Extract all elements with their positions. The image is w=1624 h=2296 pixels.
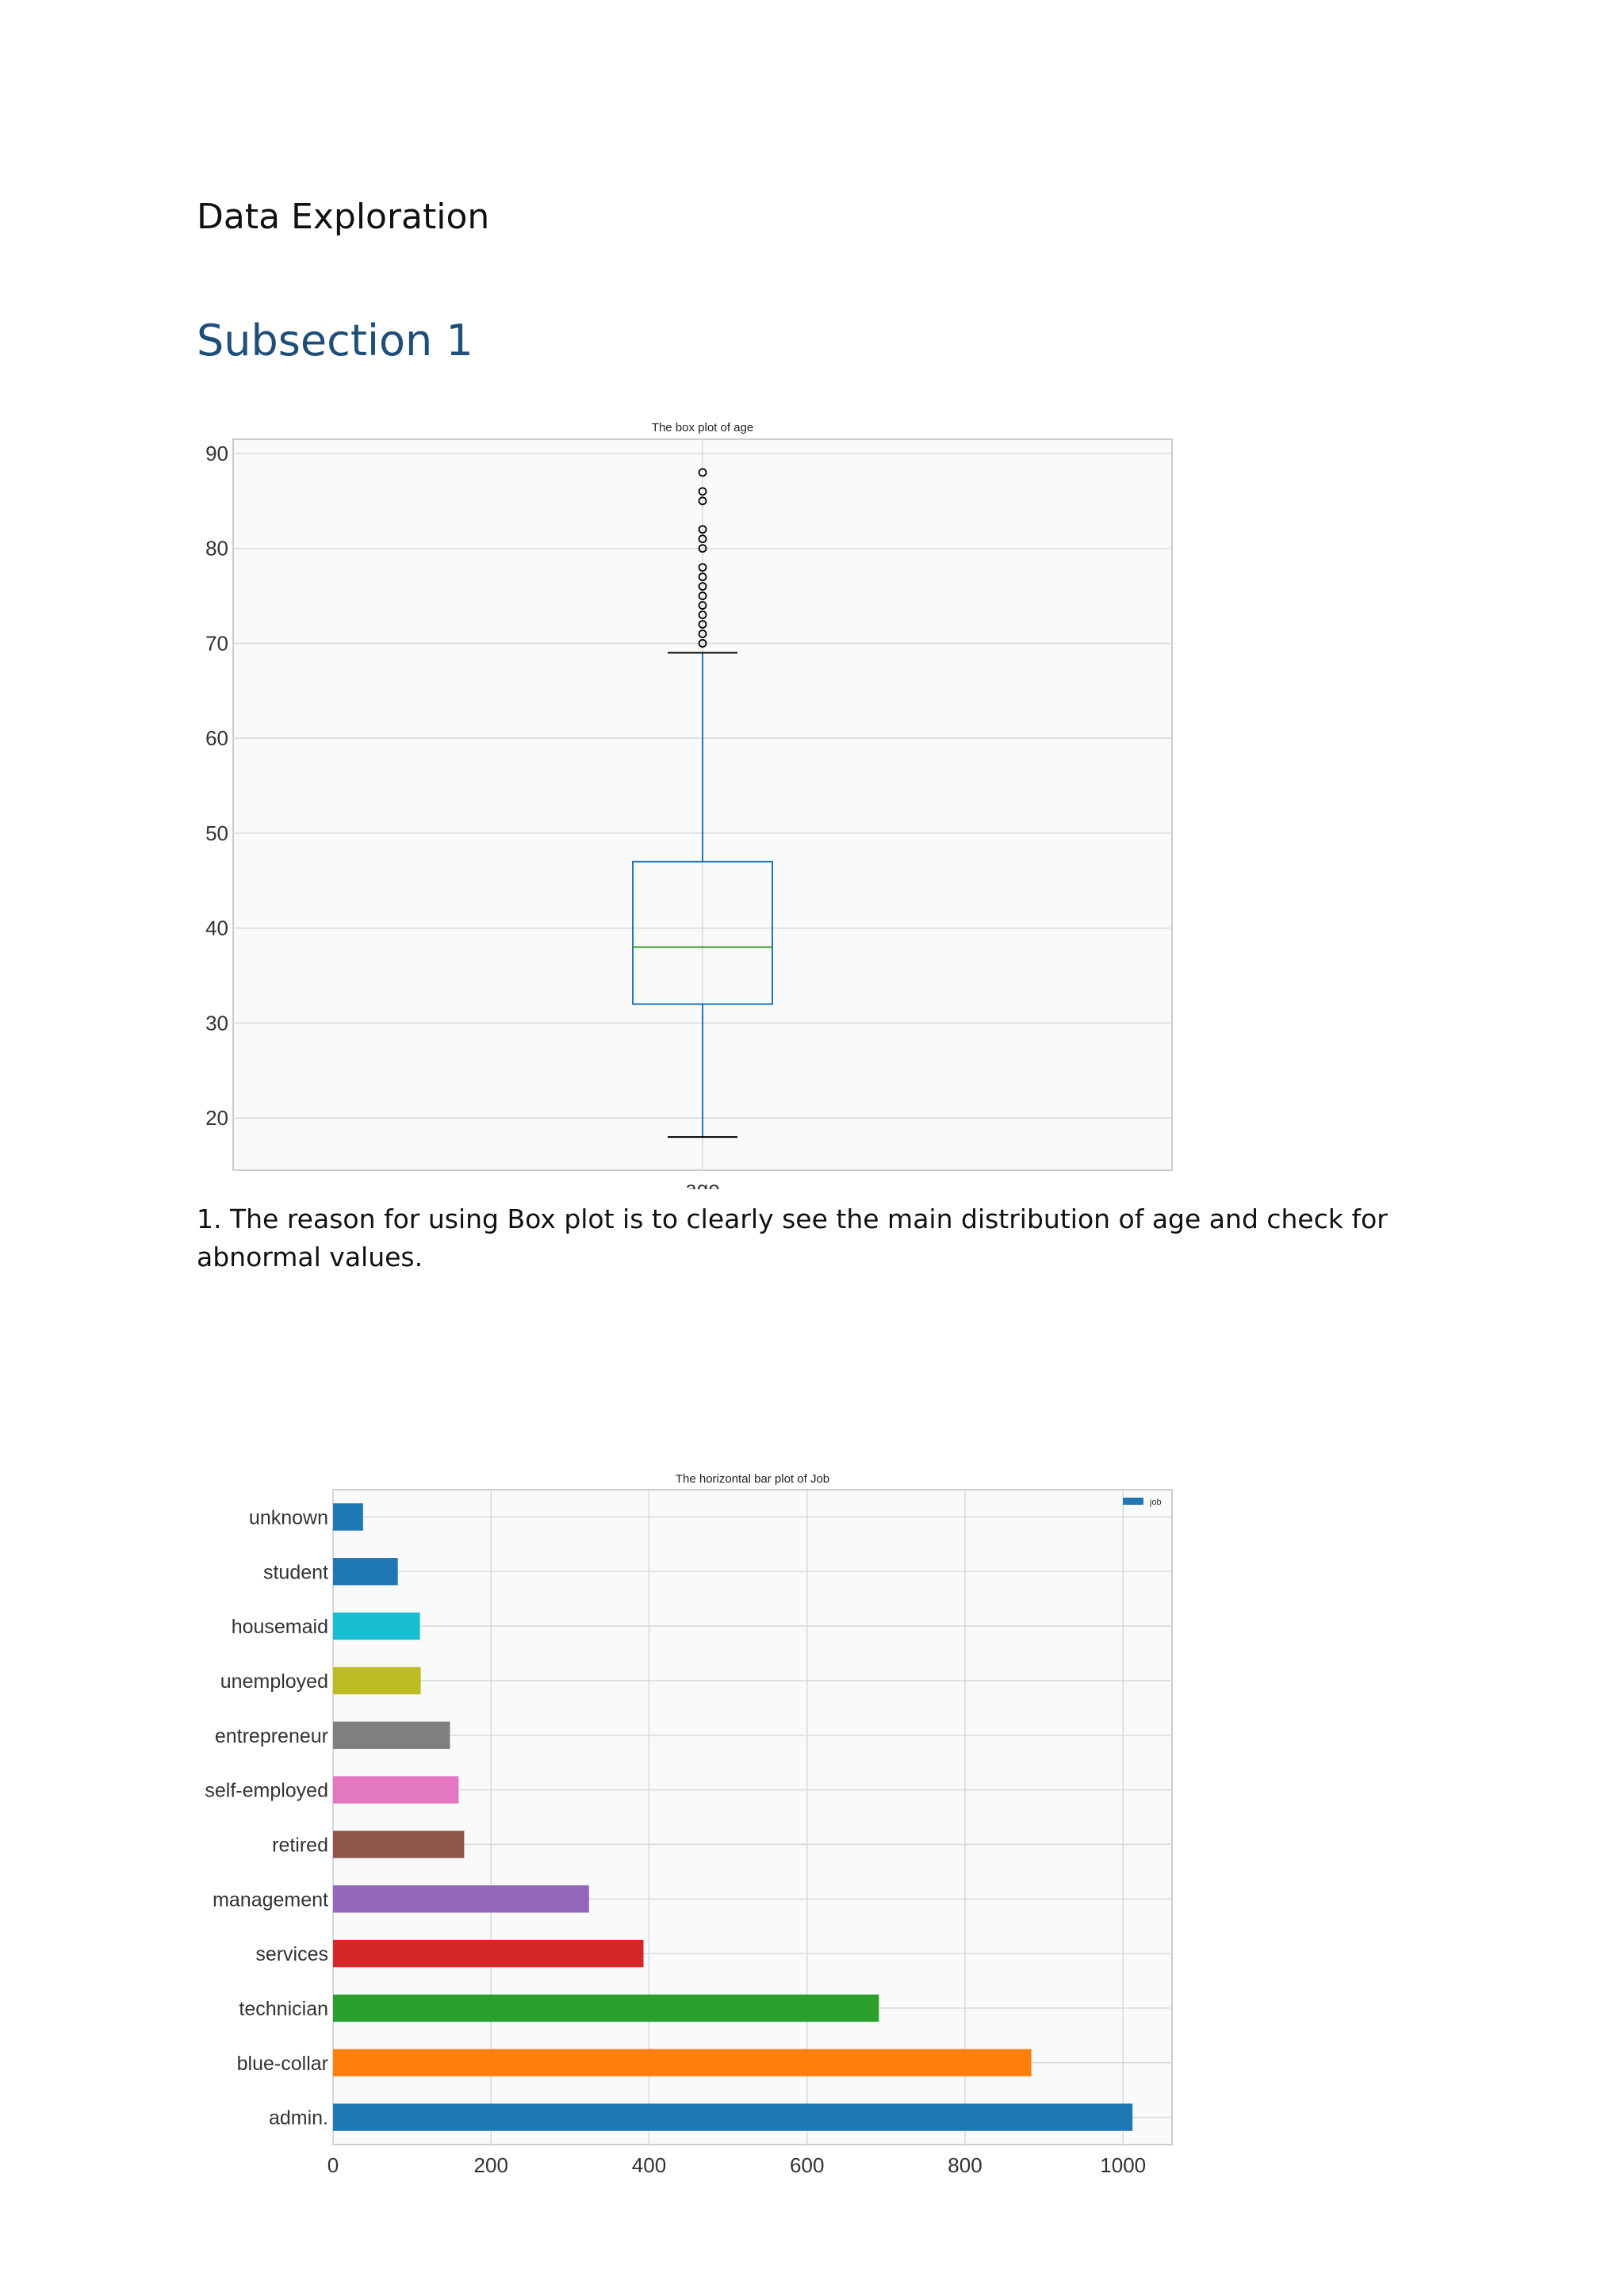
y-tick-label: 90 bbox=[205, 442, 228, 465]
y-tick-label: 80 bbox=[205, 537, 228, 561]
x-tick-label: 200 bbox=[474, 2153, 508, 2177]
outlier-point bbox=[698, 620, 707, 629]
outlier-point bbox=[698, 582, 707, 591]
legend-label: job bbox=[1149, 1498, 1162, 1507]
outlier-point bbox=[698, 525, 707, 534]
legend-swatch bbox=[1123, 1498, 1143, 1505]
bar-management bbox=[333, 1885, 589, 1913]
y-tick-label: 40 bbox=[205, 916, 228, 940]
bar-services bbox=[333, 1939, 644, 1968]
category-label: management bbox=[213, 1888, 328, 1911]
category-label: unemployed bbox=[220, 1670, 328, 1693]
bar-self-employed bbox=[333, 1776, 459, 1804]
category-label: self-employed bbox=[205, 1780, 328, 1802]
outlier-point bbox=[698, 544, 707, 553]
category-label: unknown bbox=[249, 1506, 328, 1529]
bar-retired bbox=[333, 1831, 465, 1858]
outlier-point bbox=[698, 534, 707, 544]
category-label: services bbox=[255, 1943, 328, 1965]
section-heading: Subsection 1 bbox=[197, 316, 473, 365]
category-label: blue-collar bbox=[237, 2053, 328, 2075]
outlier-point bbox=[698, 572, 707, 582]
x-tick-label: 0 bbox=[327, 2153, 339, 2177]
outlier-point bbox=[698, 610, 707, 619]
outlier-point bbox=[698, 563, 707, 572]
body-paragraph: 1. The reason for using Box plot is to c… bbox=[197, 1203, 1388, 1272]
category-label: technician bbox=[239, 1998, 328, 2020]
bar-student bbox=[333, 1558, 398, 1586]
category-label: admin. bbox=[269, 2107, 328, 2130]
y-tick-label: 50 bbox=[205, 821, 228, 845]
outlier-point bbox=[698, 487, 707, 496]
category-label: housemaid bbox=[232, 1616, 328, 1638]
category-label: retired bbox=[272, 1834, 328, 1856]
bar-blue-collar bbox=[333, 2049, 1032, 2076]
x-tick-label: age bbox=[685, 1177, 719, 1189]
y-tick-label: 20 bbox=[205, 1106, 228, 1130]
category-label: entrepreneur bbox=[215, 1725, 328, 1747]
outlier-point bbox=[698, 601, 707, 610]
outlier-point bbox=[698, 496, 707, 506]
bar-admin- bbox=[333, 2103, 1133, 2131]
outlier-point bbox=[698, 639, 707, 648]
bar-unknown bbox=[333, 1503, 363, 1531]
outlier-point bbox=[698, 468, 707, 477]
x-tick-label: 400 bbox=[632, 2153, 666, 2177]
x-tick-label: 800 bbox=[948, 2153, 982, 2177]
y-tick-label: 70 bbox=[205, 631, 228, 655]
y-tick-label: 60 bbox=[205, 726, 228, 750]
bar-housemaid bbox=[333, 1612, 420, 1640]
x-tick-label: 1000 bbox=[1100, 2153, 1146, 2177]
page-title: Data Exploration bbox=[197, 197, 490, 237]
plot-area bbox=[332, 1489, 1173, 2145]
iqr-box bbox=[632, 860, 773, 1005]
bar-technician bbox=[333, 1994, 879, 2022]
x-tick-label: 600 bbox=[790, 2153, 824, 2177]
chart-title: The box plot of age bbox=[652, 421, 753, 434]
outlier-point bbox=[698, 629, 707, 638]
category-label: student bbox=[263, 1561, 328, 1583]
bar-unemployed bbox=[333, 1667, 421, 1695]
y-tick-label: 30 bbox=[205, 1011, 228, 1035]
legend: job bbox=[1123, 1498, 1162, 1507]
chart-title: The horizontal bar plot of Job bbox=[676, 1472, 829, 1486]
bar-entrepreneur bbox=[333, 1721, 450, 1749]
box-plot-age: The box plot of age 20 30 40 50 60 70 80 90 age bbox=[205, 421, 1173, 1189]
outlier-point bbox=[698, 591, 707, 600]
